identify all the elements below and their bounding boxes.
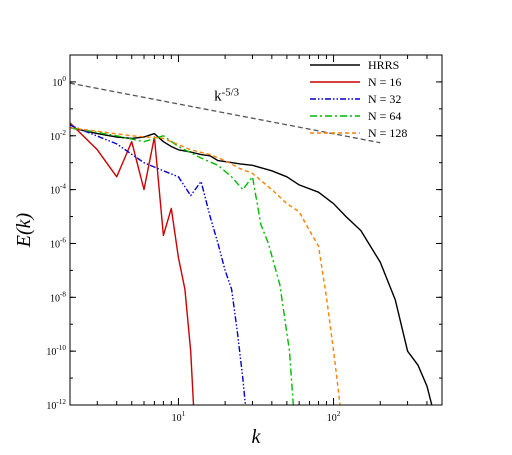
y-tick-label: 10-10 — [46, 344, 66, 358]
slope-annotation: k-5/3 — [214, 87, 239, 105]
series-line — [70, 127, 341, 405]
series-line — [70, 127, 294, 405]
annotation-layer: k-5/3 — [214, 87, 239, 105]
legend-label: N = 64 — [368, 109, 401, 123]
y-tick-label: 10-6 — [50, 236, 66, 250]
y-tick-label: 10-8 — [50, 290, 66, 304]
legend-label: N = 32 — [368, 92, 401, 106]
y-tick-label: 100 — [52, 75, 66, 89]
reference-slope-line — [70, 82, 381, 144]
x-tick-label: 101 — [172, 410, 186, 424]
series-line — [70, 124, 247, 405]
y-tick-label: 10-2 — [50, 129, 66, 143]
series-line — [70, 122, 195, 405]
legend-label: HRRS — [368, 58, 399, 72]
legend-label: N = 128 — [368, 126, 407, 140]
legend-label: N = 16 — [368, 75, 401, 89]
series-layer — [70, 122, 433, 405]
y-tick-label: 10-12 — [46, 398, 66, 412]
x-axis-label: k — [252, 426, 262, 448]
legend: HRRS N = 16 N = 32 N = 64 N = 128 — [310, 58, 407, 140]
plot-frame — [69, 54, 443, 406]
tick-layer: 100 10-2 10-4 10-6 10-8 10-10 10-12 101 102 — [46, 55, 442, 424]
y-axis-label: E(k) — [13, 212, 35, 248]
reference-line-layer — [70, 82, 381, 144]
y-tick-label: 10-4 — [50, 183, 66, 197]
series-line — [70, 127, 433, 405]
x-tick-label: 102 — [327, 410, 341, 424]
